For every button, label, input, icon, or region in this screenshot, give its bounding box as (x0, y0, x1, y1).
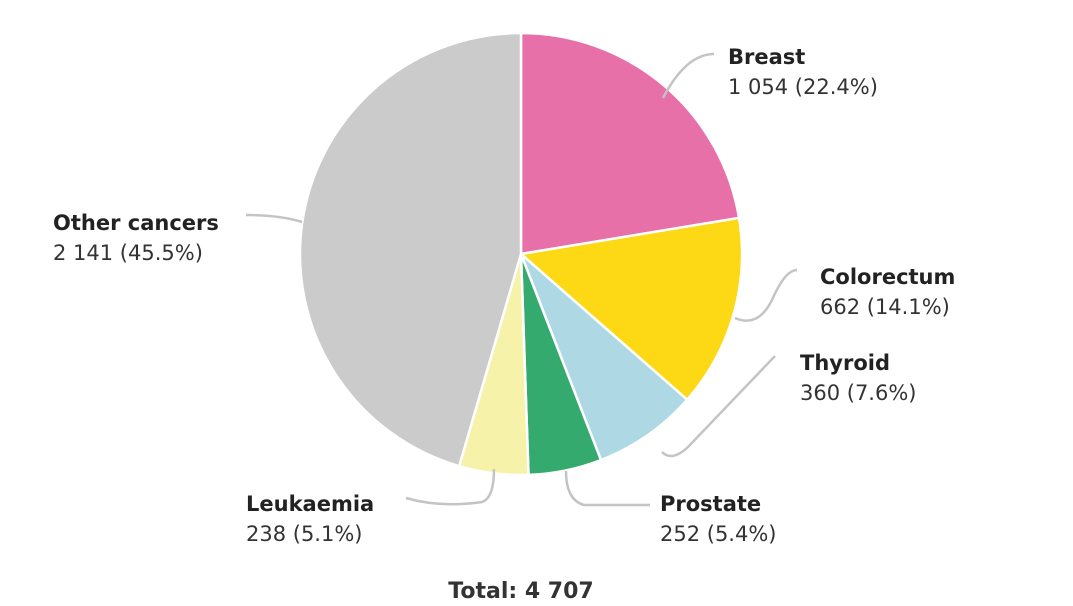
label-value-prostate: 252 (5.4%) (660, 522, 777, 546)
label-value-other-cancers: 2 141 (45.5%) (53, 241, 203, 265)
leader-line-prostate (564, 470, 650, 507)
slice-other-cancers (298, 31, 523, 468)
label-value-leukaemia: 238 (5.1%) (246, 522, 363, 546)
slice-labels: Breast 1 054 (22.4%) Colorectum 662 (14.1%)… (53, 45, 955, 546)
label-value-colorectum: 662 (14.1%) (820, 295, 950, 319)
label-name-other-cancers: Other cancers (53, 211, 219, 235)
slice-colorectum (518, 216, 744, 402)
leader-line-other-cancers (245, 213, 303, 224)
leader-lines (245, 52, 798, 507)
slice-breast (519, 31, 741, 256)
leader-line-thyroid (661, 355, 776, 458)
label-name-thyroid: Thyroid (800, 351, 890, 375)
label-name-colorectum: Colorectum (820, 265, 955, 289)
leader-line-colorectum (734, 268, 798, 322)
label-value-thyroid: 360 (7.6%) (800, 381, 917, 405)
label-name-prostate: Prostate (660, 492, 761, 516)
slice-thyroid (519, 253, 689, 462)
leader-line-leukaemia (405, 468, 496, 506)
leader-line-breast (661, 52, 715, 99)
total-label: Total: 4 707 (448, 579, 593, 604)
label-name-breast: Breast (728, 45, 805, 69)
label-name-leukaemia: Leukaemia (246, 492, 374, 516)
pie-slices (298, 31, 744, 477)
label-value-breast: 1 054 (22.4%) (728, 75, 878, 99)
